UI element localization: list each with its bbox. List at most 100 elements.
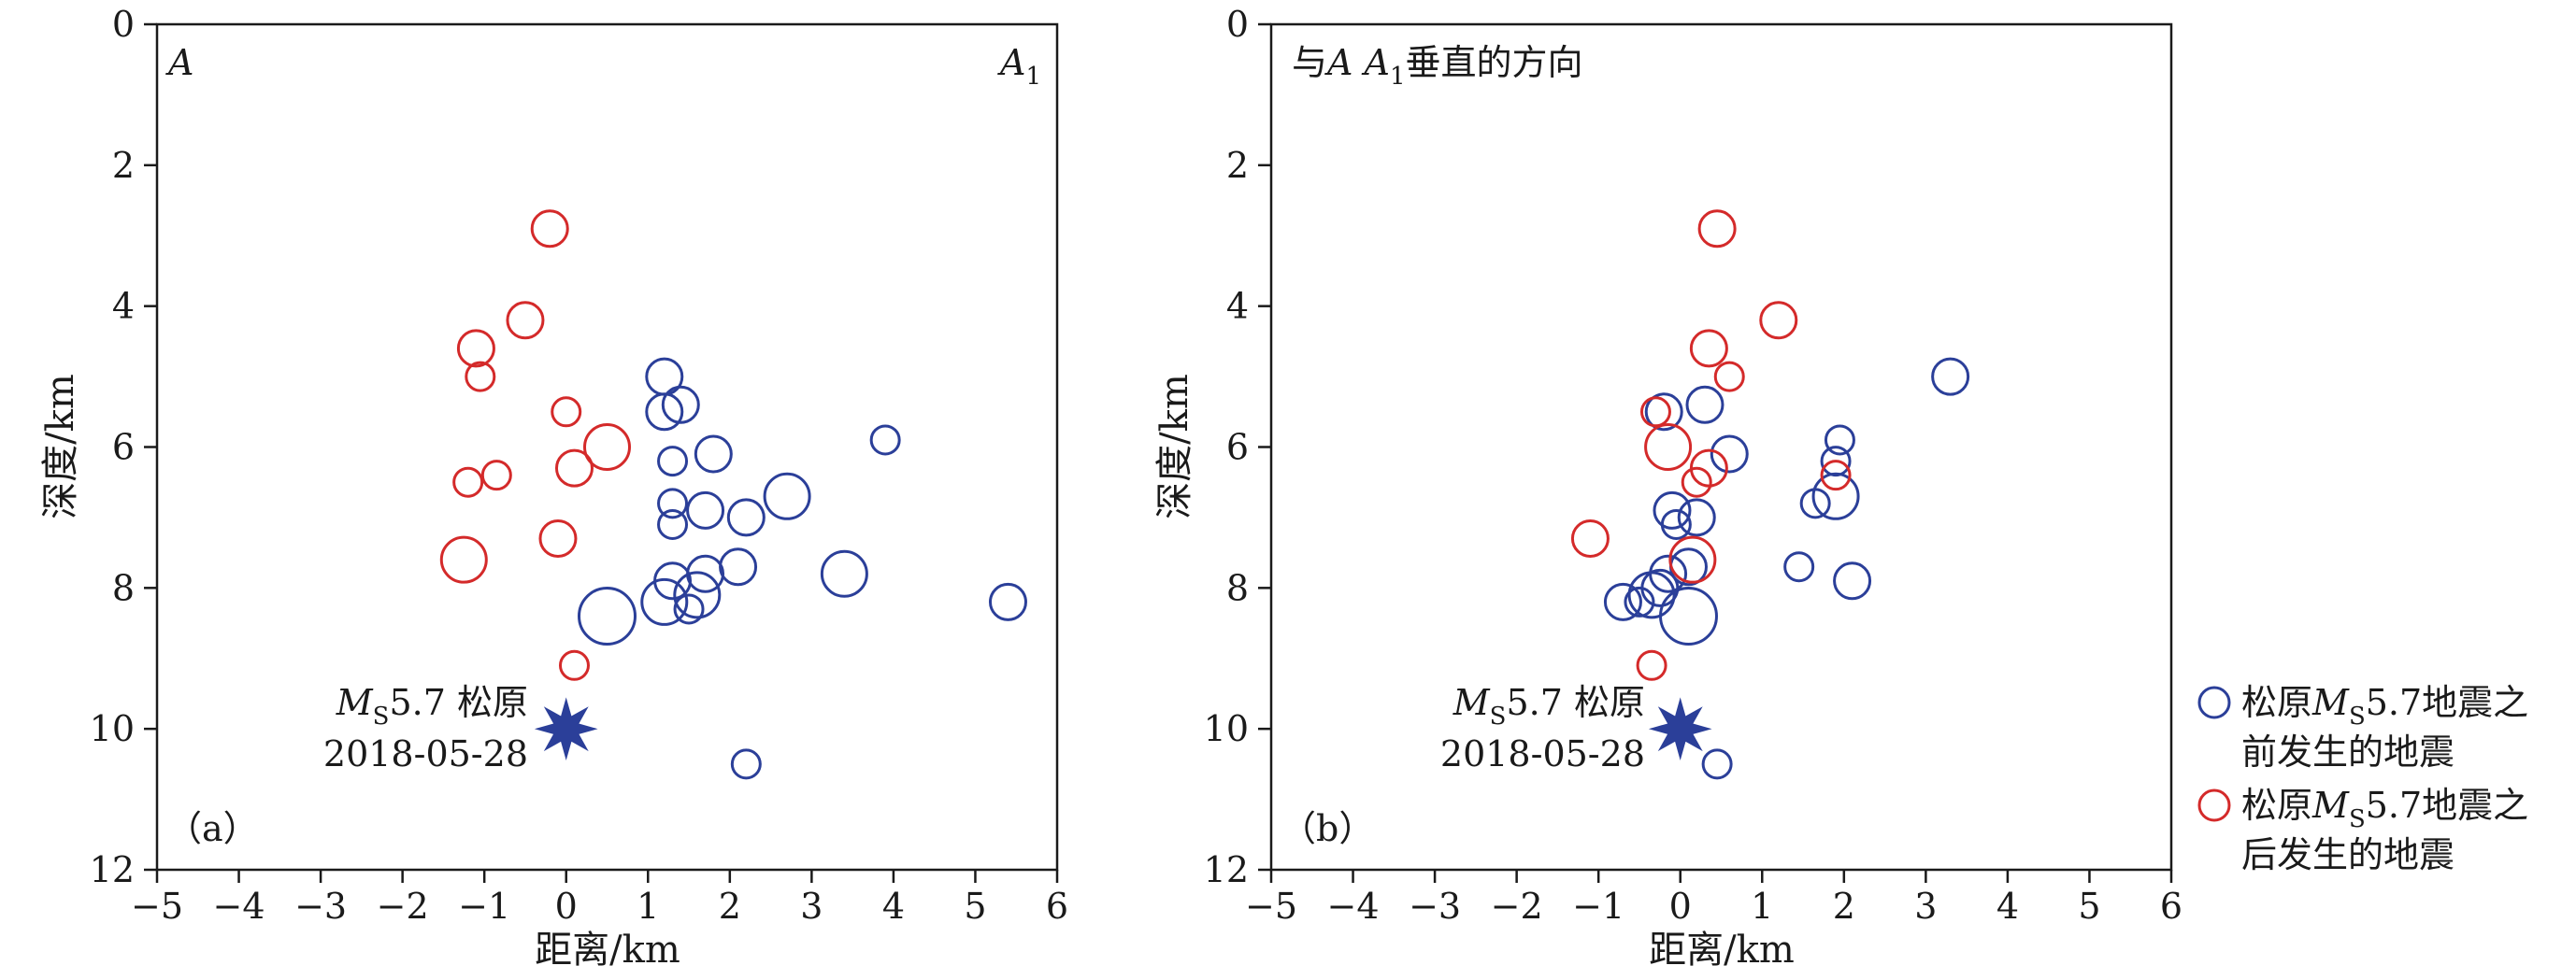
panel-b-x-tick-label: 3 (1914, 886, 1937, 927)
panel-b-x-tick-label: −5 (1245, 886, 1297, 927)
panel-a-point-after (465, 361, 496, 392)
legend-marker-before (2197, 686, 2231, 719)
panel-a-point-after (554, 448, 594, 488)
panel-a-y-tick-label: 2 (112, 145, 135, 186)
panel-b-point-after (1639, 396, 1671, 428)
panel-b-x-label: 距离/km (1649, 929, 1795, 972)
panel-b-point-before (1931, 357, 1970, 396)
panel-b-x-tick-label: 5 (2078, 886, 2100, 927)
panel-a-x-tick-label: 5 (964, 886, 986, 927)
panel-b-x-tick-label: 0 (1669, 886, 1692, 927)
panel-b-mainshock-star (1648, 697, 1712, 761)
panel-a-point-before (673, 571, 722, 619)
panel-b-x-tick-label: 1 (1751, 886, 1773, 927)
panel-a-point-after (439, 535, 488, 584)
panel-b-point-after (1759, 301, 1798, 340)
panel-b-y-tick-label: 12 (1204, 849, 1249, 890)
panel-a-point-after (583, 423, 631, 471)
panel-b-x-tick-label: −2 (1491, 886, 1543, 927)
panel-b-x-tick-label: 4 (1996, 886, 2019, 927)
panel-b-point-after (1681, 466, 1712, 498)
panel-a-point-before (719, 547, 758, 587)
panel-b-point-before (1783, 551, 1815, 583)
panel-a-x-tick-label: 0 (555, 886, 578, 927)
panel-b-point-after (1636, 649, 1667, 681)
panel-b-x-axis: −5 −4 −3 −2 −1 0 1 2 3 4 5 6 (1245, 870, 2182, 927)
panel-a-point-after (551, 396, 582, 428)
panel-a-point-after (506, 301, 545, 340)
panel-a-mainshock (534, 697, 598, 761)
panel-a-point-before (686, 490, 725, 530)
legend-marker-after (2197, 788, 2231, 822)
panel-b-point-after (1644, 423, 1693, 471)
panel-a-x-tick-label: −3 (294, 886, 347, 927)
panel-a-x-tick-label: 4 (882, 886, 905, 927)
panel-b-point-before (1685, 385, 1724, 424)
panel-a-y-axis: 0 2 4 6 8 10 12 (90, 4, 157, 890)
panel-a-y-tick-label: 12 (90, 849, 135, 890)
panel-b-point-before (1799, 488, 1831, 519)
panel-b-point-before (1824, 424, 1855, 456)
panel-b-point-before (1660, 508, 1692, 540)
panel-b-point-before (1653, 490, 1692, 530)
panel-b-y-tick-label: 8 (1226, 567, 1249, 608)
panel-a-y-label: 深度/km (39, 374, 82, 519)
panel-b-x-tick-label: −3 (1409, 886, 1461, 927)
panel-b-y-tick-label: 4 (1226, 286, 1249, 327)
panel-a-x-tick-label: −2 (377, 886, 429, 927)
panel-a-point-before (657, 488, 689, 519)
panel-a-y-tick-label: 0 (112, 4, 135, 45)
panel-b-point-before (1603, 582, 1642, 621)
panel-a-point-after (538, 519, 578, 559)
legend-label-before-line2: 前发生的地震 (2241, 731, 2454, 773)
panel-a-point-before (640, 577, 689, 626)
panel-b-frame (1269, 22, 2173, 872)
panel-b-point-after (1668, 535, 1717, 584)
panel-b-panel-label: （b） (1281, 808, 1374, 849)
legend-label-before: 松原MS5.7地震之 (2241, 682, 2528, 731)
panel-a-point-before (988, 582, 1027, 621)
panel-b-point-before (1811, 472, 1860, 520)
panel-b-x-tick-label: −1 (1572, 886, 1624, 927)
panel-b-point-before (1658, 587, 1718, 646)
panel-a-x-tick-label: 3 (800, 886, 823, 927)
panel-b-y-tick-label: 2 (1226, 145, 1249, 186)
panel-b-mainshock-date: 2018-05-28 (1440, 733, 1645, 774)
panel-a-point-after (480, 460, 512, 491)
panel-a-point-before (694, 434, 733, 474)
panel-a-x-label: 距离/km (535, 929, 680, 972)
panel-b-x-tick-label: 6 (2160, 886, 2182, 927)
panel-a-point-before (661, 385, 700, 424)
panel-b-point-before (1701, 748, 1733, 780)
legend-item-after: 松原MS5.7地震之 后发生的地震 (2197, 785, 2528, 875)
panel-a-point-before (578, 587, 637, 646)
panel-a-x-tick-label: 1 (637, 886, 659, 927)
panel-b-point-before (1627, 571, 1676, 619)
panel-a-y-tick-label: 8 (112, 567, 135, 608)
panel-a-point-before (820, 549, 868, 598)
panel-a-x-tick-label: −1 (458, 886, 510, 927)
panel-a-x-tick-label: 6 (1046, 886, 1068, 927)
panel-a-point-before (657, 508, 689, 540)
panel-a-x-tick-label: 2 (719, 886, 741, 927)
panel-a-mainshock-date: 2018-05-28 (323, 733, 528, 774)
panel-a-y-tick-label: 10 (90, 708, 135, 749)
panel-a-point-after (456, 329, 495, 368)
panel-b-point-before (1644, 392, 1683, 432)
legend-item-before: 松原MS5.7地震之 前发生的地震 (2197, 682, 2528, 773)
panel-a-point-before (730, 748, 762, 780)
panel-b-y-tick-label: 6 (1226, 427, 1249, 468)
panel-b-y-axis: 0 2 4 6 8 10 12 (1204, 4, 1271, 890)
panel-a-point-after (530, 209, 569, 249)
panel-b-point-after (1697, 209, 1737, 249)
panel-a-corner-right: A1 (997, 42, 1041, 91)
panel-a-y-tick-label: 4 (112, 286, 135, 327)
panel-b-point-before (1710, 434, 1749, 474)
panel-b-y-tick-label: 10 (1204, 708, 1249, 749)
panel-b-y-label: 深度/km (1153, 374, 1196, 519)
panel-a-point-after (558, 649, 590, 681)
panel-a-point-before (645, 392, 684, 432)
panel-a-point-before (726, 498, 766, 537)
panel-a-mainshock-label: MS5.7 松原 (336, 682, 528, 731)
